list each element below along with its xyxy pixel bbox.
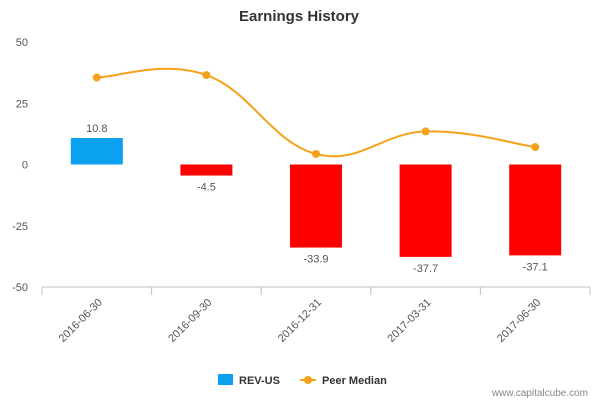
watermark: www.capitalcube.com: [491, 388, 588, 399]
x-tick-label: 2016-06-30: [57, 297, 105, 345]
y-tick-label: 25: [16, 98, 28, 110]
x-tick-label: 2017-06-30: [495, 297, 543, 345]
bar: [70, 138, 123, 165]
peer-median-point: [421, 127, 430, 136]
bar-data-label: 10.8: [86, 123, 107, 135]
y-axis: 50 25 0 -25 -50: [12, 37, 28, 294]
y-tick-label: -50: [12, 282, 28, 294]
y-tick-label: -25: [12, 221, 28, 233]
x-axis: 2016-06-30 2016-09-30 2016-12-31 2017-03-31…: [41, 286, 591, 345]
peer-median-point: [312, 149, 320, 158]
y-tick-label: 0: [22, 160, 28, 172]
peer-median-point: [92, 73, 101, 82]
y-tick-label: 50: [16, 37, 28, 49]
bar: [399, 164, 452, 257]
bar-data-label: -4.5: [197, 182, 216, 194]
bar-data-labels: 10.8 -4.5 -33.9 -37.7 -37.1: [86, 123, 548, 275]
bar: [180, 164, 233, 176]
chart-title: Earnings History: [239, 8, 360, 25]
peer-median-point: [531, 143, 540, 152]
peer-median-series: [92, 67, 540, 158]
peer-median-point: [202, 71, 211, 80]
bar-data-label: -33.9: [303, 254, 328, 266]
bar-series: [70, 138, 562, 257]
legend: REV-US Peer Median: [218, 374, 387, 387]
legend-swatch-rev-us: [218, 374, 233, 385]
legend-label-rev-us[interactable]: REV-US: [239, 375, 280, 387]
legend-marker-peer-median: [304, 376, 312, 384]
bar-data-label: -37.7: [413, 263, 438, 275]
legend-label-peer-median[interactable]: Peer Median: [322, 375, 387, 387]
bar: [509, 164, 562, 256]
bar-data-label: -37.1: [523, 261, 548, 273]
x-tick-label: 2017-03-31: [385, 297, 433, 345]
x-tick-label: 2016-12-31: [276, 297, 324, 345]
x-tick-label: 2016-09-30: [166, 297, 214, 345]
peer-median-line: [96, 67, 536, 158]
bar: [290, 164, 342, 248]
